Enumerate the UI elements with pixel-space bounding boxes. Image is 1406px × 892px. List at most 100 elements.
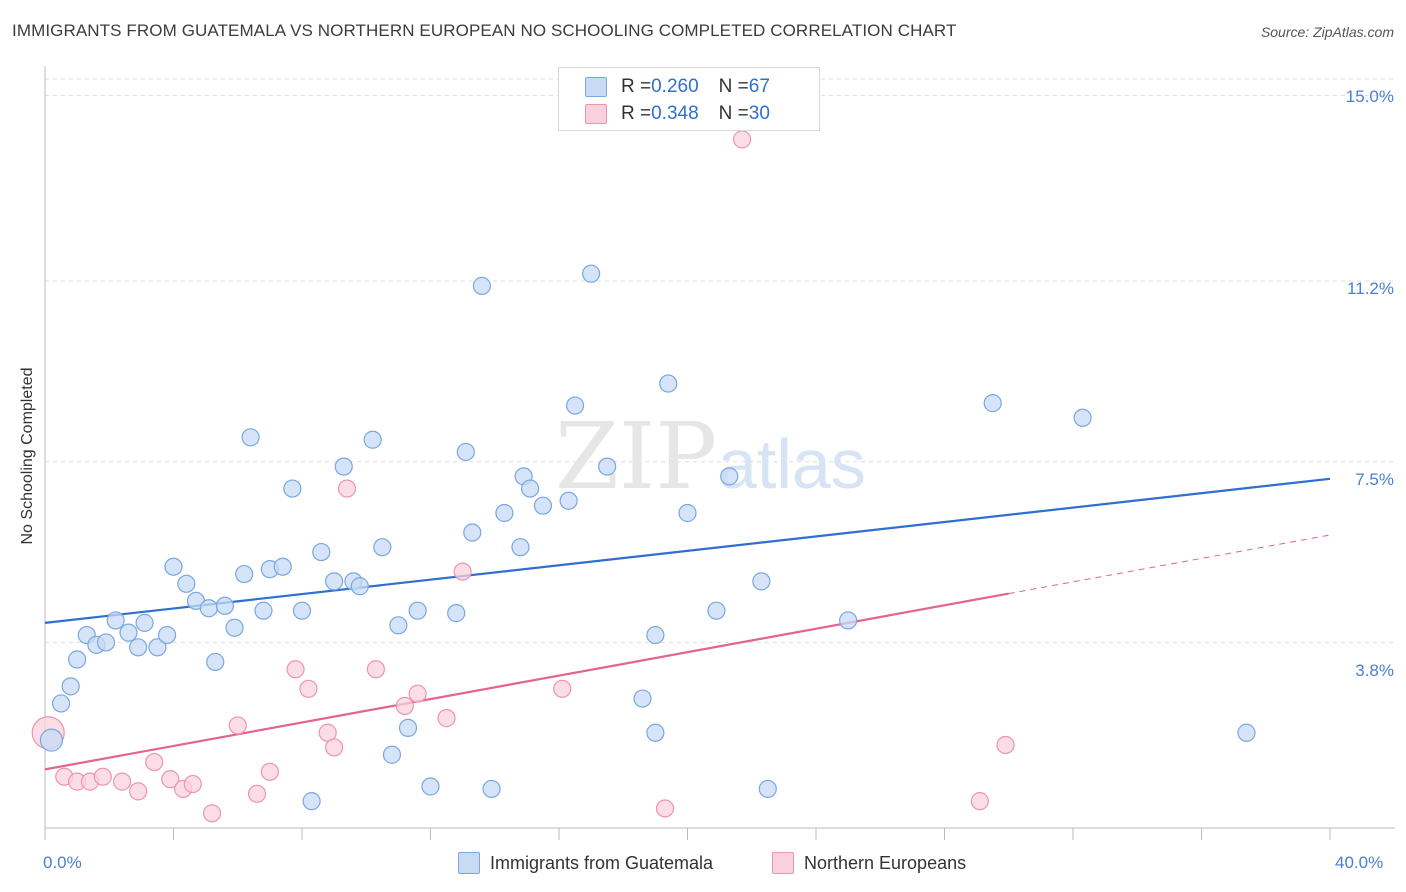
point-northern-europeans bbox=[260, 762, 279, 781]
point-guatemala bbox=[598, 457, 617, 476]
point-guatemala bbox=[582, 264, 601, 283]
point-northern-europeans bbox=[337, 479, 357, 498]
point-guatemala bbox=[61, 677, 80, 696]
point-guatemala bbox=[206, 652, 225, 672]
point-northern-europeans bbox=[247, 784, 267, 803]
r-value: 0.348 bbox=[651, 103, 699, 124]
point-northern-europeans bbox=[970, 792, 989, 811]
point-guatemala bbox=[148, 638, 167, 657]
blue-swatch bbox=[458, 852, 480, 874]
point-guatemala bbox=[707, 601, 726, 620]
y-tick-label: 15.0% bbox=[1345, 87, 1394, 106]
point-guatemala bbox=[382, 745, 402, 764]
point-northern-europeans bbox=[453, 562, 472, 581]
point-guatemala bbox=[678, 503, 697, 523]
point-northern-europeans bbox=[112, 772, 132, 791]
point-guatemala bbox=[119, 623, 138, 642]
legend-item-northern-europeans[interactable]: Northern Europeans bbox=[772, 852, 966, 874]
point-guatemala bbox=[463, 523, 482, 542]
point-guatemala bbox=[472, 276, 491, 295]
point-guatemala bbox=[495, 503, 514, 523]
point-northern-europeans bbox=[655, 799, 675, 818]
point-guatemala bbox=[646, 723, 665, 742]
point-northern-europeans bbox=[145, 752, 164, 772]
point-northern-europeans bbox=[437, 709, 456, 728]
point-guatemala bbox=[273, 557, 292, 576]
point-guatemala bbox=[659, 374, 678, 393]
point-guatemala bbox=[511, 538, 530, 557]
point-guatemala bbox=[225, 618, 244, 637]
point-northern-europeans bbox=[286, 660, 305, 679]
point-guatemala bbox=[157, 625, 177, 645]
point-guatemala bbox=[302, 792, 321, 811]
point-guatemala bbox=[164, 557, 183, 576]
point-guatemala bbox=[283, 479, 302, 498]
point-northern-europeans bbox=[366, 660, 385, 679]
point-northern-europeans bbox=[93, 767, 112, 786]
blue-swatch bbox=[585, 77, 607, 97]
point-guatemala bbox=[363, 430, 382, 449]
legend-item-guatemala[interactable]: Immigrants from Guatemala bbox=[458, 852, 713, 874]
point-guatemala bbox=[241, 428, 260, 447]
point-guatemala bbox=[106, 611, 125, 630]
point-guatemala bbox=[758, 779, 777, 799]
point-northern-europeans bbox=[228, 716, 247, 735]
point-guatemala bbox=[215, 596, 234, 615]
point-guatemala bbox=[720, 467, 739, 486]
n-label: N = bbox=[718, 76, 749, 97]
chart-title: IMMIGRANTS FROM GUATEMALA VS NORTHERN EU… bbox=[12, 21, 957, 40]
point-guatemala bbox=[408, 601, 427, 620]
point-guatemala bbox=[334, 457, 353, 476]
series-legend: Immigrants from Guatemala Northern Europ… bbox=[0, 852, 1406, 878]
pink-swatch bbox=[585, 104, 607, 124]
point-guatemala bbox=[1073, 408, 1092, 427]
trend-line-extension bbox=[1008, 534, 1331, 595]
point-guatemala bbox=[421, 777, 440, 796]
point-guatemala bbox=[559, 491, 578, 510]
pink-swatch bbox=[772, 852, 794, 874]
x-tick-label: 0.0% bbox=[43, 853, 82, 872]
trend-line-northern-europeans bbox=[44, 592, 1009, 771]
point-guatemala bbox=[39, 728, 64, 752]
source-credit: Source: ZipAtlas.com bbox=[1260, 24, 1394, 40]
point-northern-europeans bbox=[996, 735, 1015, 755]
point-guatemala bbox=[398, 718, 418, 737]
point-guatemala bbox=[325, 572, 344, 591]
point-guatemala bbox=[51, 694, 71, 713]
point-guatemala bbox=[482, 779, 501, 799]
point-northern-europeans bbox=[408, 684, 427, 703]
point-guatemala bbox=[373, 538, 392, 557]
stats-legend: R = 0.260 N = 67 R = 0.348 N = 30 bbox=[558, 67, 820, 131]
n-label: N = bbox=[718, 103, 749, 124]
point-northern-europeans bbox=[733, 130, 752, 149]
point-guatemala bbox=[68, 650, 87, 669]
point-northern-europeans bbox=[202, 804, 222, 823]
point-northern-europeans bbox=[395, 696, 414, 716]
point-guatemala bbox=[199, 599, 218, 618]
point-northern-europeans bbox=[299, 679, 318, 698]
watermark-zip: ZIP bbox=[555, 403, 717, 510]
point-guatemala bbox=[177, 574, 196, 593]
point-guatemala bbox=[96, 633, 116, 652]
x-tick-label: 40.0% bbox=[1335, 853, 1384, 872]
point-guatemala bbox=[633, 689, 652, 708]
point-guatemala bbox=[350, 577, 369, 596]
r-label: R = bbox=[621, 76, 652, 97]
y-tick-label: 11.2% bbox=[1347, 279, 1394, 298]
point-northern-europeans bbox=[161, 770, 180, 789]
point-guatemala bbox=[983, 394, 1002, 413]
point-guatemala bbox=[254, 601, 273, 620]
point-guatemala bbox=[389, 616, 408, 635]
point-northern-europeans bbox=[183, 774, 202, 794]
point-guatemala bbox=[646, 625, 665, 645]
point-guatemala bbox=[456, 442, 475, 462]
point-guatemala bbox=[235, 564, 254, 584]
r-value: 0.260 bbox=[651, 76, 699, 97]
n-value: 30 bbox=[748, 103, 770, 124]
stats-row-pink: R = 0.348 N = 30 bbox=[585, 101, 770, 127]
point-northern-europeans bbox=[325, 738, 344, 757]
watermark-atlas: atlas bbox=[718, 425, 866, 503]
point-guatemala bbox=[447, 604, 466, 623]
point-guatemala bbox=[129, 638, 148, 657]
